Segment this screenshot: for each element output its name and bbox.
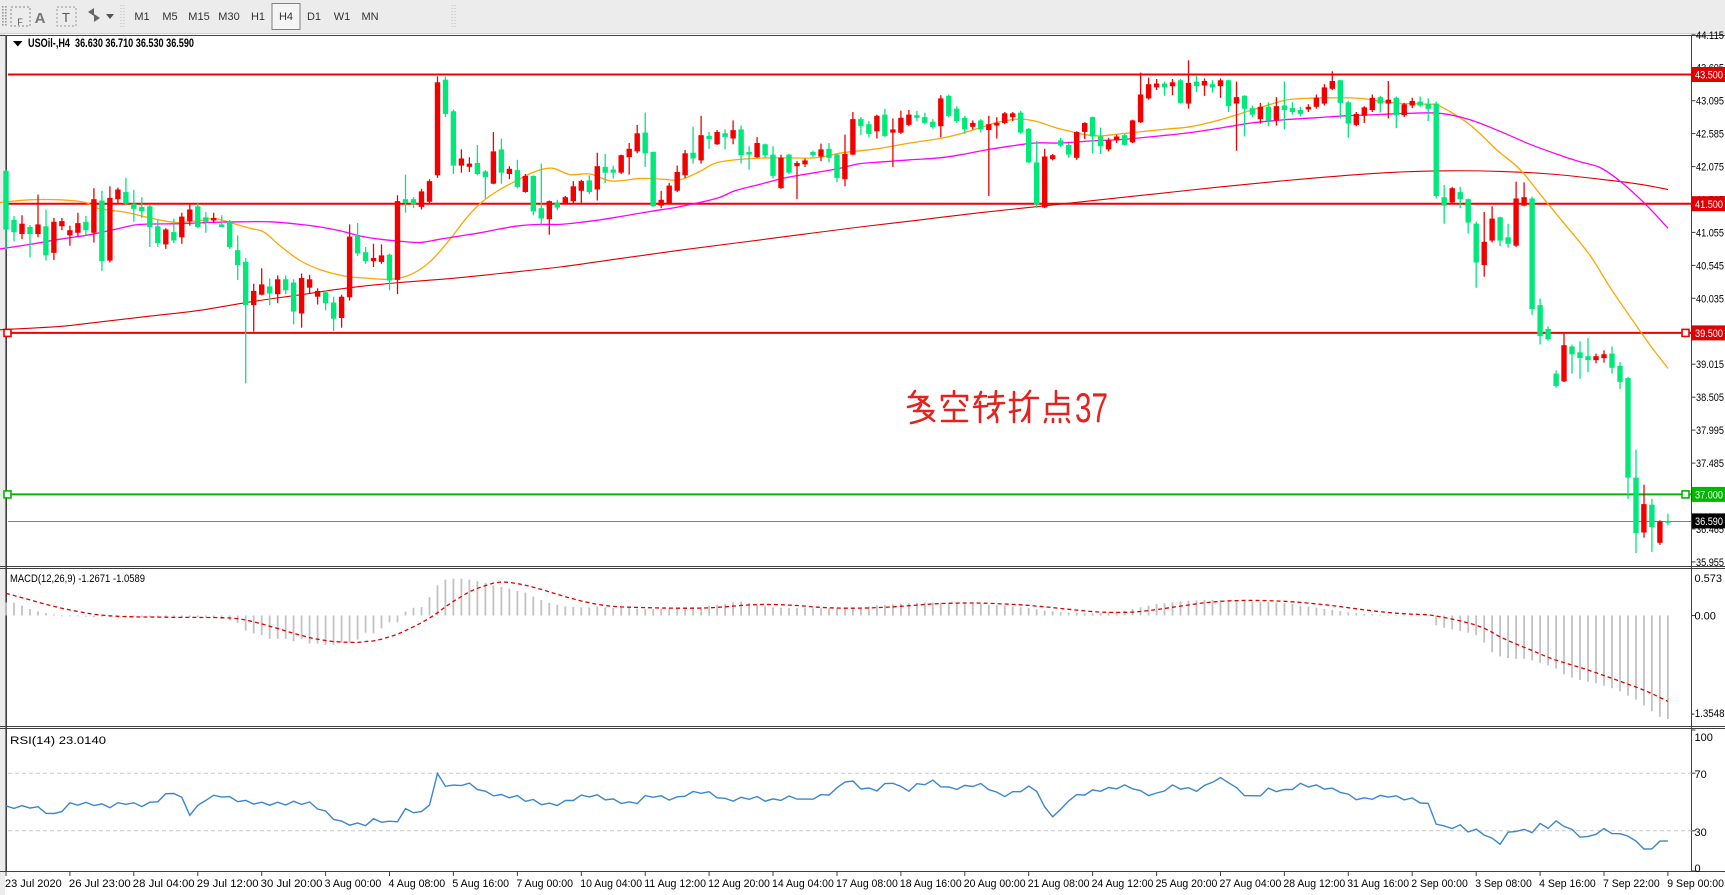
svg-text:0: 0 [1695, 863, 1701, 875]
svg-text:41.055: 41.055 [1696, 227, 1724, 239]
svg-text:40.545: 40.545 [1696, 260, 1724, 272]
svg-text:43.095: 43.095 [1696, 96, 1724, 108]
svg-text:28 Aug 12:00: 28 Aug 12:00 [1283, 878, 1345, 890]
svg-text:4 Sep 16:00: 4 Sep 16:00 [1539, 878, 1596, 890]
svg-text:USOil-,H4 36.630 36.710 36.53: USOil-,H4 36.630 36.710 36.530 36.590 [28, 38, 194, 50]
svg-text:0.573: 0.573 [1695, 573, 1723, 585]
svg-text:42.585: 42.585 [1696, 129, 1724, 141]
svg-text:44.115: 44.115 [1696, 30, 1724, 42]
svg-text:37.485: 37.485 [1696, 458, 1724, 470]
svg-text:43.500: 43.500 [1695, 70, 1723, 82]
svg-text:29 Jul 12:00: 29 Jul 12:00 [197, 878, 259, 890]
svg-text:10 Aug 04:00: 10 Aug 04:00 [580, 878, 642, 890]
svg-text:F: F [17, 17, 23, 27]
svg-text:M5: M5 [162, 11, 177, 23]
svg-text:MN: MN [361, 11, 378, 23]
svg-text:37.995: 37.995 [1696, 425, 1724, 437]
svg-text:3 Aug 00:00: 3 Aug 00:00 [325, 878, 382, 890]
svg-text:37.000: 37.000 [1695, 490, 1723, 502]
svg-text:-1.3548: -1.3548 [1692, 708, 1725, 720]
svg-text:14 Aug 04:00: 14 Aug 04:00 [772, 878, 834, 890]
svg-text:40.035: 40.035 [1696, 293, 1724, 305]
svg-text:M1: M1 [134, 11, 149, 23]
svg-text:MACD(12,26,9) -1.2671 -1.0589: MACD(12,26,9) -1.2671 -1.0589 [10, 573, 145, 585]
svg-text:M30: M30 [218, 11, 239, 23]
svg-text:9 Sep 00:00: 9 Sep 00:00 [1667, 878, 1724, 890]
svg-text:2 Sep 00:00: 2 Sep 00:00 [1411, 878, 1468, 890]
svg-text:12 Aug 20:00: 12 Aug 20:00 [708, 878, 770, 890]
svg-text:7 Aug 00:00: 7 Aug 00:00 [516, 878, 573, 890]
svg-text:30 Jul 20:00: 30 Jul 20:00 [261, 878, 323, 890]
svg-text:31 Aug 16:00: 31 Aug 16:00 [1347, 878, 1409, 890]
svg-text:7 Sep 22:00: 7 Sep 22:00 [1603, 878, 1660, 890]
svg-text:T: T [62, 10, 70, 25]
svg-text:11 Aug 12:00: 11 Aug 12:00 [644, 878, 706, 890]
svg-text:21 Aug 08:00: 21 Aug 08:00 [1028, 878, 1090, 890]
svg-text:RSI(14) 23.0140: RSI(14) 23.0140 [10, 735, 106, 747]
svg-text:5 Aug 16:00: 5 Aug 16:00 [452, 878, 509, 890]
svg-text:17 Aug 08:00: 17 Aug 08:00 [836, 878, 898, 890]
svg-text:0.00: 0.00 [1695, 611, 1716, 623]
svg-text:26 Jul 23:00: 26 Jul 23:00 [69, 878, 131, 890]
svg-text:39.500: 39.500 [1695, 328, 1723, 340]
svg-text:41.500: 41.500 [1695, 199, 1723, 211]
svg-text:M15: M15 [188, 11, 209, 23]
svg-text:24 Aug 12:00: 24 Aug 12:00 [1092, 878, 1154, 890]
svg-text:70: 70 [1695, 769, 1707, 781]
svg-text:25 Aug 20:00: 25 Aug 20:00 [1156, 878, 1218, 890]
svg-text:28 Jul 04:00: 28 Jul 04:00 [133, 878, 195, 890]
svg-text:W1: W1 [334, 11, 351, 23]
svg-text:37: 37 [1075, 384, 1108, 431]
svg-text:36.590: 36.590 [1695, 516, 1723, 528]
svg-text:27 Aug 04:00: 27 Aug 04:00 [1220, 878, 1282, 890]
svg-text:D1: D1 [307, 11, 321, 23]
svg-text:35.955: 35.955 [1696, 557, 1724, 569]
svg-text:23 Jul 2020: 23 Jul 2020 [5, 878, 62, 890]
svg-text:3 Sep 08:00: 3 Sep 08:00 [1475, 878, 1532, 890]
svg-text:38.505: 38.505 [1696, 392, 1724, 404]
svg-text:42.075: 42.075 [1696, 162, 1724, 174]
svg-text:20 Aug 00:00: 20 Aug 00:00 [964, 878, 1026, 890]
svg-text:100: 100 [1695, 732, 1713, 744]
svg-text:A: A [35, 10, 46, 27]
svg-text:18 Aug 16:00: 18 Aug 16:00 [900, 878, 962, 890]
svg-text:4 Aug 08:00: 4 Aug 08:00 [389, 878, 446, 890]
svg-text:39.015: 39.015 [1696, 359, 1724, 371]
svg-text:30: 30 [1695, 827, 1707, 839]
svg-text:H4: H4 [279, 11, 293, 23]
svg-text:H1: H1 [251, 11, 265, 23]
